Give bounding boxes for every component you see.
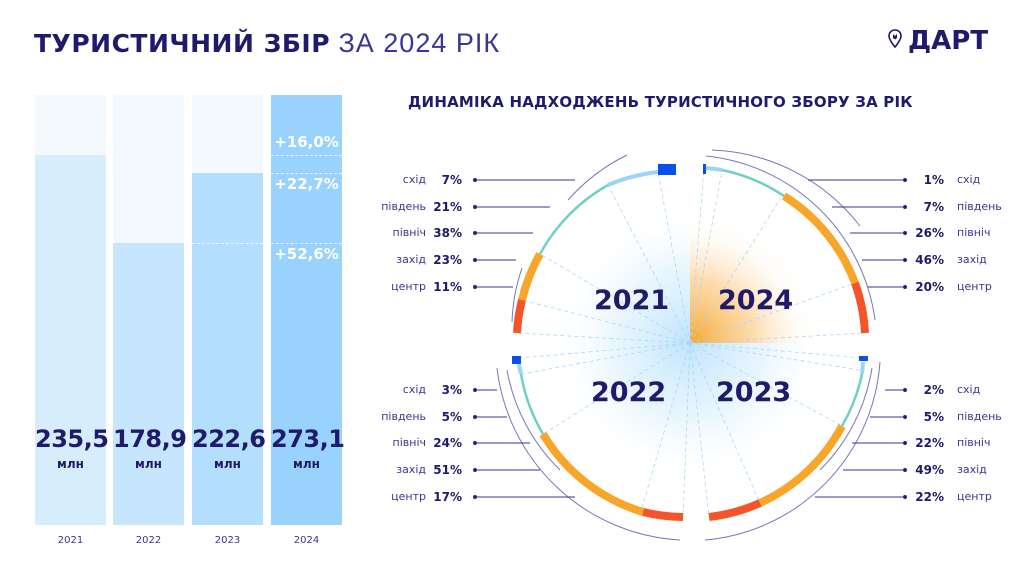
region-label: захід — [396, 463, 426, 476]
region-label: південь — [381, 200, 426, 213]
region-pct: 24% — [433, 436, 462, 450]
region-pct: 49% — [915, 463, 944, 477]
region-pct: 7% — [923, 200, 944, 214]
bar-fill — [35, 155, 106, 525]
bar-2023: 222,6 млн — [192, 95, 266, 525]
region-pct: 5% — [441, 410, 462, 424]
bar-value: 222,6 — [192, 425, 266, 453]
year-label-2024: 2024 — [718, 285, 794, 316]
year-label-2021: 2021 — [594, 285, 670, 316]
growth-vs-2022: +52,6% — [274, 245, 339, 263]
region-label: захід — [957, 463, 987, 476]
region-pct: 3% — [441, 383, 462, 397]
bar-value: 178,9 — [113, 425, 187, 453]
region-pct: 2% — [923, 383, 944, 397]
bar-2024: +16,0% +22,7% +52,6% 273,1 млн — [271, 95, 345, 525]
region-pct: 22% — [915, 436, 944, 450]
region-pct: 26% — [915, 226, 944, 240]
region-pct: 21% — [433, 200, 462, 214]
bar-year-label: 2023 — [214, 535, 241, 546]
region-label: південь — [381, 410, 426, 423]
bar-year-label: 2024 — [293, 535, 320, 546]
reference-line-2023 — [271, 173, 342, 174]
reference-line-2021 — [271, 155, 342, 156]
reference-line — [192, 243, 263, 244]
region-pct: 20% — [915, 280, 944, 294]
logo-text: ДАРТ — [908, 26, 989, 56]
bar-unit: млн — [214, 457, 241, 471]
year-label-2022: 2022 — [591, 377, 667, 408]
bar-value: 235,5 — [35, 425, 109, 453]
radial-chart-title: ДИНАМІКА НАДХОДЖЕНЬ ТУРИСТИЧНОГО ЗБОРУ З… — [408, 93, 913, 111]
region-pct: 11% — [433, 280, 462, 294]
growth-vs-2021: +16,0% — [274, 133, 339, 151]
growth-vs-2023: +22,7% — [274, 175, 339, 193]
region-pct: 38% — [433, 226, 462, 240]
bar-unit: млн — [293, 457, 320, 471]
region-pct: 51% — [433, 463, 462, 477]
region-pct: 7% — [441, 173, 462, 187]
region-label: центр — [957, 280, 992, 293]
region-label: центр — [957, 490, 992, 503]
bar-unit: млн — [57, 457, 84, 471]
region-pct: 46% — [915, 253, 944, 267]
region-label: південь — [957, 410, 1002, 423]
page-title: ТУРИСТИЧНИЙ ЗБІР ЗА 2024 РІК — [34, 28, 500, 59]
bar-unit: млн — [135, 457, 162, 471]
region-label: північ — [392, 436, 426, 449]
region-label: центр — [391, 280, 426, 293]
region-pct: 23% — [433, 253, 462, 267]
location-pin-icon — [888, 29, 902, 53]
bar-year-label: 2021 — [57, 535, 84, 546]
region-label: північ — [957, 226, 991, 239]
logo: ДАРТ — [888, 26, 988, 56]
region-pct: 5% — [923, 410, 944, 424]
bar-2022: 178,9 млн — [113, 95, 187, 525]
bar-fill — [192, 173, 263, 525]
bar-fill — [113, 243, 184, 525]
bar-year-label: 2022 — [135, 535, 162, 546]
year-label-2023: 2023 — [716, 377, 792, 408]
region-label: схід — [402, 383, 426, 396]
region-label: південь — [957, 200, 1002, 213]
region-label: захід — [957, 253, 987, 266]
region-label: схід — [402, 173, 426, 186]
reference-line-2022 — [271, 243, 342, 244]
region-label: північ — [957, 436, 991, 449]
title-bold: ТУРИСТИЧНИЙ ЗБІР — [34, 29, 331, 58]
bar-2021: 235,5 млн — [35, 95, 109, 525]
region-pct: 1% — [923, 173, 944, 187]
region-label: центр — [391, 490, 426, 503]
title-light: ЗА 2024 РІК — [338, 28, 501, 58]
region-label: схід — [957, 173, 981, 186]
region-label: схід — [957, 383, 981, 396]
bar-value: 273,1 — [271, 425, 345, 453]
region-label: північ — [392, 226, 426, 239]
region-label: захід — [396, 253, 426, 266]
region-pct: 22% — [915, 490, 944, 504]
region-pct: 17% — [433, 490, 462, 504]
